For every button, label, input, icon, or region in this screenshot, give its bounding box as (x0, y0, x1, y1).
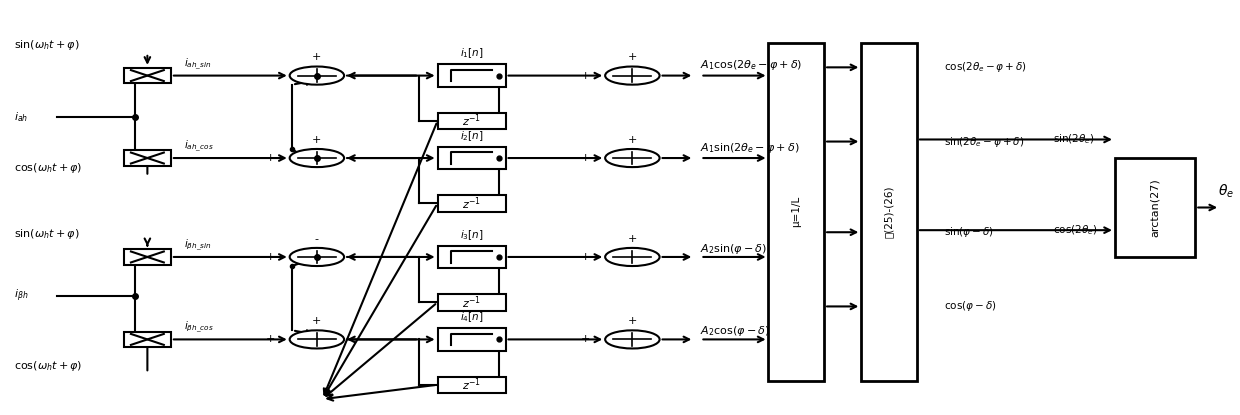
Text: $z^{-1}$: $z^{-1}$ (463, 195, 481, 212)
Circle shape (290, 248, 343, 266)
Text: $z^{-1}$: $z^{-1}$ (463, 376, 481, 393)
Text: $\sin(2\theta_e-\varphi+\delta)$: $\sin(2\theta_e-\varphi+\delta)$ (944, 134, 1024, 149)
Circle shape (605, 149, 660, 167)
Text: $i_{\beta h\_sin}$: $i_{\beta h\_sin}$ (185, 238, 212, 253)
Text: $\sin(\omega_h t+\varphi)$: $\sin(\omega_h t+\varphi)$ (14, 227, 79, 241)
FancyBboxPatch shape (769, 43, 825, 381)
Text: -: - (315, 234, 319, 244)
Text: +: + (265, 252, 275, 262)
Text: $\cos(2\theta_e)$: $\cos(2\theta_e)$ (1053, 223, 1097, 237)
Circle shape (290, 149, 343, 167)
Text: $\sin(\varphi-\delta)$: $\sin(\varphi-\delta)$ (944, 225, 994, 239)
Circle shape (290, 330, 343, 349)
FancyBboxPatch shape (862, 43, 916, 381)
Text: +: + (312, 316, 321, 326)
Text: +: + (580, 71, 590, 81)
Text: $A_1\sin(2\theta_e-\varphi+\delta)$: $A_1\sin(2\theta_e-\varphi+\delta)$ (701, 141, 800, 155)
Text: +: + (627, 316, 637, 326)
FancyBboxPatch shape (1115, 158, 1195, 257)
Text: +: + (312, 135, 321, 145)
Text: $\sin(2\theta_e)$: $\sin(2\theta_e)$ (1053, 133, 1095, 146)
Text: $\cos(\varphi-\delta)$: $\cos(\varphi-\delta)$ (944, 300, 997, 313)
FancyBboxPatch shape (438, 328, 506, 351)
Text: $A_1\cos(2\theta_e-\varphi+\delta)$: $A_1\cos(2\theta_e-\varphi+\delta)$ (701, 58, 802, 72)
Text: +: + (627, 234, 637, 244)
Text: $\theta_e$: $\theta_e$ (1218, 182, 1234, 200)
Text: $\cos(\omega_h t+\varphi)$: $\cos(\omega_h t+\varphi)$ (14, 359, 82, 373)
Text: $z^{-1}$: $z^{-1}$ (463, 294, 481, 310)
Text: $i_2[n]$: $i_2[n]$ (460, 129, 484, 143)
Text: +: + (580, 252, 590, 262)
Text: $\sin(\omega_h t+\varphi)$: $\sin(\omega_h t+\varphi)$ (14, 38, 79, 52)
Text: +: + (580, 334, 590, 344)
Text: +: + (627, 52, 637, 62)
FancyBboxPatch shape (438, 246, 506, 269)
FancyBboxPatch shape (438, 113, 506, 129)
Circle shape (605, 248, 660, 266)
Text: $z^{-1}$: $z^{-1}$ (463, 112, 481, 129)
Text: +: + (580, 153, 590, 163)
Text: $i_3[n]$: $i_3[n]$ (460, 228, 484, 242)
FancyBboxPatch shape (124, 249, 171, 265)
FancyBboxPatch shape (438, 64, 506, 87)
Text: -: - (270, 71, 275, 81)
Circle shape (605, 330, 660, 349)
Text: $A_2\cos(\varphi-\delta)$: $A_2\cos(\varphi-\delta)$ (701, 324, 770, 338)
Text: $i_4[n]$: $i_4[n]$ (460, 310, 484, 324)
Text: $i_{\beta h\_cos}$: $i_{\beta h\_cos}$ (185, 320, 215, 335)
FancyBboxPatch shape (438, 195, 506, 212)
FancyBboxPatch shape (438, 376, 506, 393)
FancyBboxPatch shape (124, 68, 171, 83)
FancyBboxPatch shape (438, 294, 506, 310)
Text: $i_{ah}$: $i_{ah}$ (14, 110, 29, 124)
Text: $i_{ah\_cos}$: $i_{ah\_cos}$ (185, 139, 215, 154)
Text: $i_{ah\_sin}$: $i_{ah\_sin}$ (185, 56, 212, 72)
FancyBboxPatch shape (438, 146, 506, 169)
Text: $A_2\sin(\varphi-\delta)$: $A_2\sin(\varphi-\delta)$ (701, 242, 768, 256)
Circle shape (290, 66, 343, 85)
Circle shape (605, 66, 660, 85)
Text: +: + (265, 153, 275, 163)
Text: 式(25)-(26): 式(25)-(26) (884, 186, 894, 238)
Text: $i_{\beta h}$: $i_{\beta h}$ (14, 288, 29, 304)
Text: $\cos(2\theta_e-\varphi+\delta)$: $\cos(2\theta_e-\varphi+\delta)$ (944, 60, 1027, 74)
Text: μ=1/L: μ=1/L (791, 196, 801, 227)
FancyBboxPatch shape (124, 150, 171, 166)
Text: +: + (312, 52, 321, 62)
Text: +: + (627, 135, 637, 145)
FancyBboxPatch shape (124, 332, 171, 347)
Text: arctan(27): arctan(27) (1149, 178, 1161, 237)
Text: $i_1[n]$: $i_1[n]$ (460, 46, 484, 60)
Text: +: + (265, 334, 275, 344)
Text: $\cos(\omega_h t+\varphi)$: $\cos(\omega_h t+\varphi)$ (14, 161, 82, 176)
